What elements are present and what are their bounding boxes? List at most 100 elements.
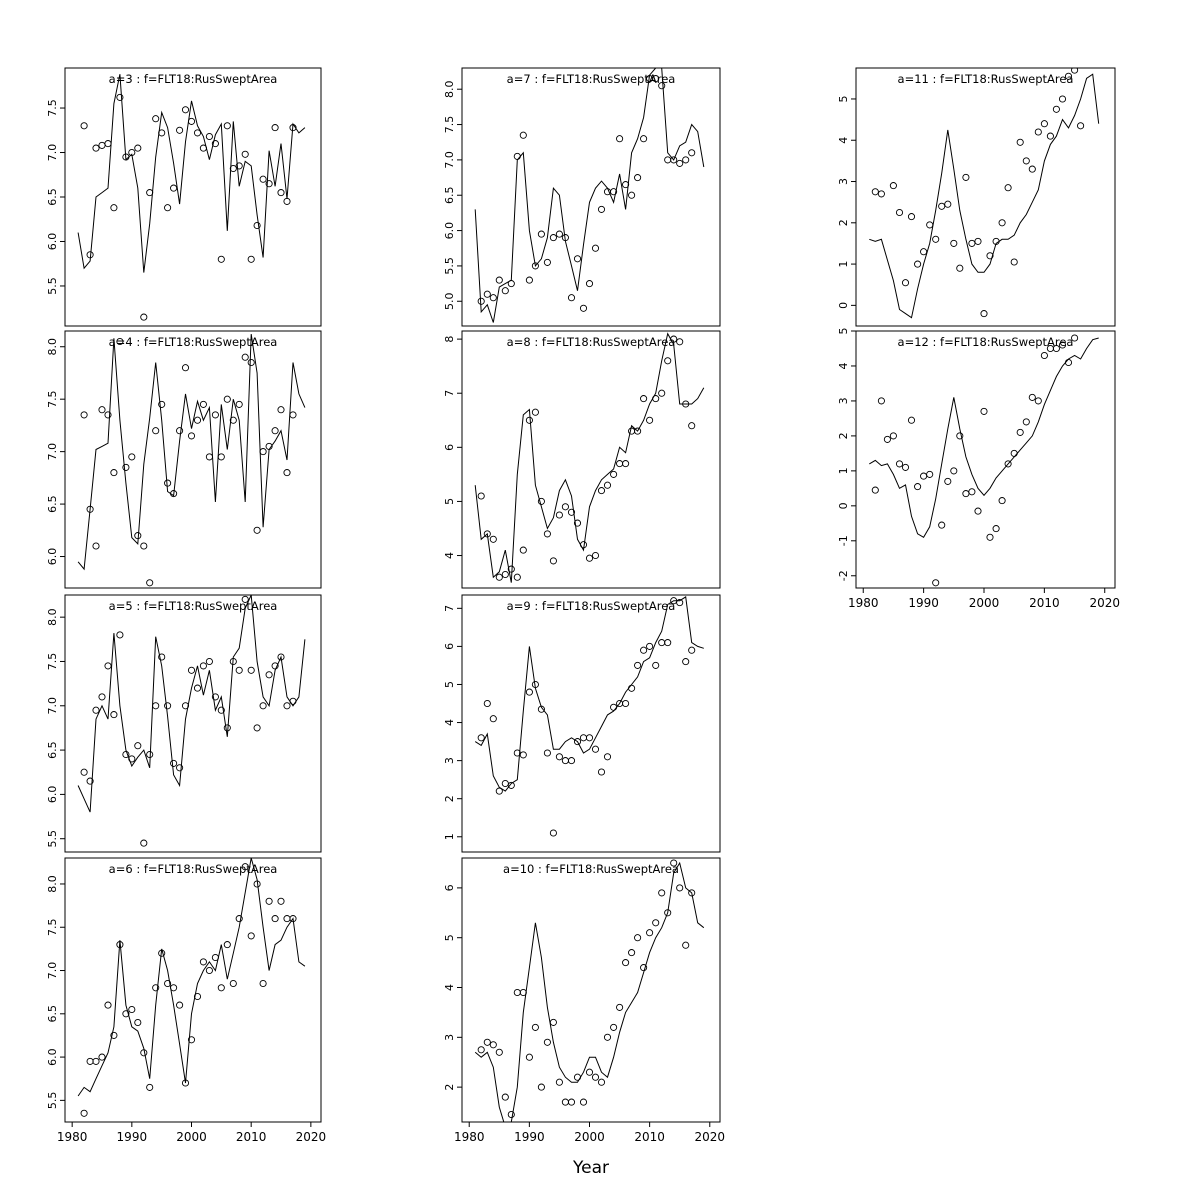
data-point (181, 106, 190, 114)
y-tick-label: 6 (443, 884, 456, 891)
data-point (1010, 449, 1018, 457)
data-point (622, 181, 630, 189)
fit-line (474, 68, 705, 323)
data-point (217, 984, 225, 992)
data-point (158, 653, 166, 661)
data-point (176, 764, 184, 772)
y-tick-label: 8.0 (46, 608, 59, 626)
data-point (573, 255, 582, 263)
data-point (901, 463, 910, 471)
data-point (670, 335, 678, 343)
data-point (974, 507, 982, 515)
y-tick-label: 6.0 (46, 233, 59, 251)
panel-title: a=7 : f=FLT18:RusSweptArea (507, 72, 676, 86)
panel-border (461, 857, 721, 1123)
data-point (211, 411, 219, 419)
data-point (235, 400, 243, 408)
data-point (1058, 95, 1067, 103)
data-point (289, 915, 297, 923)
data-point (158, 949, 166, 957)
data-point (676, 159, 684, 167)
data-point (289, 697, 297, 705)
data-point (152, 115, 160, 123)
data-point (567, 294, 576, 302)
data-point (980, 407, 988, 415)
data-point (646, 929, 654, 937)
data-point (205, 453, 213, 461)
data-point (603, 188, 612, 196)
data-point (217, 706, 225, 714)
y-tick-label: 4 (443, 719, 456, 726)
x-tick-label: 1980 (57, 1130, 88, 1144)
data-point (597, 1078, 606, 1086)
data-point (519, 751, 527, 759)
y-tick-label: 5 (837, 95, 850, 102)
data-point (283, 197, 291, 205)
panel-border (64, 330, 322, 589)
y-tick-label: 7.0 (46, 144, 59, 162)
data-point (543, 258, 551, 266)
data-point (211, 953, 219, 962)
data-point (283, 915, 291, 923)
data-point (907, 213, 916, 221)
data-point (104, 140, 112, 148)
data-point (537, 1083, 545, 1091)
data-point (116, 93, 124, 101)
y-tick-label: 8.0 (443, 80, 456, 98)
data-point (98, 693, 106, 701)
data-point (205, 132, 213, 141)
data-point (86, 505, 94, 513)
data-point (531, 1023, 539, 1031)
data-point (164, 979, 172, 988)
data-point (688, 149, 696, 157)
data-point (1016, 138, 1024, 146)
data-point (495, 573, 503, 581)
data-point (634, 934, 642, 942)
data-point (1004, 184, 1012, 192)
data-point (652, 661, 660, 669)
data-point (877, 397, 885, 405)
data-point (1077, 122, 1085, 130)
data-point (579, 734, 588, 742)
data-point (104, 1001, 112, 1009)
data-point (199, 400, 207, 408)
data-point (877, 190, 885, 198)
data-point (158, 400, 166, 408)
y-tick-label: 5.0 (443, 293, 456, 311)
data-point (956, 432, 964, 440)
y-tick-label: 6.0 (46, 786, 59, 804)
data-point (277, 653, 285, 661)
panel-a8: a=8 : f=FLT18:RusSweptArea 4 5 6 7 8 (443, 330, 721, 589)
data-point (128, 148, 136, 157)
data-point (140, 1049, 148, 1057)
data-point (658, 889, 666, 897)
data-point (1028, 393, 1036, 401)
data-point (170, 490, 178, 498)
data-point (134, 144, 142, 152)
x-tick-label: 2010 (634, 1130, 665, 1144)
fit-line (474, 596, 704, 792)
data-point (555, 511, 563, 519)
data-point (974, 237, 982, 245)
data-point (986, 252, 994, 260)
data-point (235, 915, 243, 923)
data-point (962, 490, 970, 498)
data-point (531, 680, 539, 689)
data-point (1052, 344, 1060, 353)
y-tick-label: 2 (837, 432, 850, 439)
data-point (1058, 341, 1067, 349)
data-point (176, 1001, 184, 1009)
data-point (86, 777, 94, 785)
data-point (134, 742, 142, 750)
x-tick-label: 2020 (296, 1130, 327, 1144)
panel-title: a=4 : f=FLT18:RusSweptArea (109, 335, 278, 349)
y-tick-label: 7.5 (46, 918, 59, 936)
data-point (950, 239, 958, 247)
data-point (652, 919, 660, 927)
y-tick-label: 6.5 (46, 495, 59, 513)
y-tick-label: 7.0 (46, 697, 59, 715)
data-point (152, 984, 160, 992)
data-point (229, 657, 237, 666)
y-tick-label: 2 (443, 1084, 456, 1091)
y-tick-label: 3 (443, 757, 456, 764)
